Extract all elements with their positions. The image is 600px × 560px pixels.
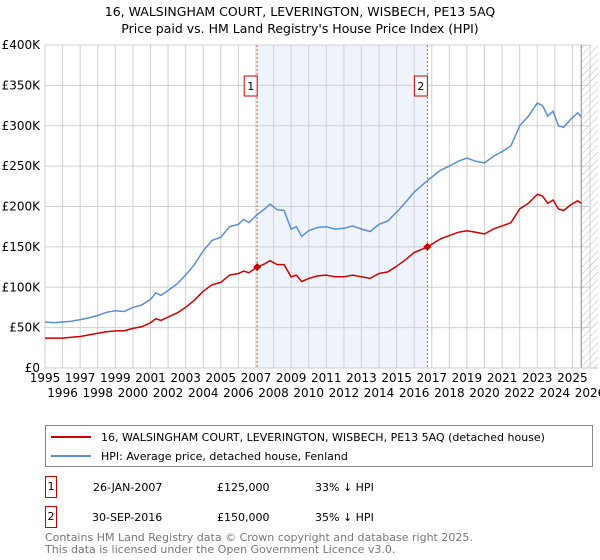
x-tick-label: 1996 (47, 386, 78, 400)
sale-badge: 2 (45, 506, 57, 528)
x-tick-label: 2013 (346, 371, 377, 385)
footer: Contains HM Land Registry data © Crown c… (45, 532, 473, 556)
y-tick-label: £50K (9, 321, 41, 335)
x-tick-label: 2000 (118, 386, 149, 400)
x-tick-label: 1997 (65, 371, 96, 385)
sale-label-box (243, 75, 258, 97)
x-tick-label: 2011 (311, 371, 342, 385)
y-tick-label: £150K (2, 240, 42, 254)
x-tick-label: 2023 (522, 371, 553, 385)
x-tick-label: 2021 (487, 371, 518, 385)
legend-item-property: 16, WALSINGHAM COURT, LEVERINGTON, WISBE… (51, 428, 545, 446)
legend: 16, WALSINGHAM COURT, LEVERINGTON, WISBE… (45, 425, 593, 467)
x-tick-label: 2019 (452, 371, 483, 385)
x-tick-label: 2026 (575, 386, 600, 400)
x-tick-label: 2018 (434, 386, 465, 400)
sale-hpi-diff: 33% ↓ HPI (315, 481, 374, 494)
y-tick-label: £200K (2, 200, 42, 214)
sale-point (423, 242, 432, 251)
series-line (45, 193, 582, 339)
x-tick-label: 2017 (417, 371, 448, 385)
x-tick-label: 2025 (557, 371, 588, 385)
legend-label: HPI: Average price, detached house, Fenl… (101, 449, 348, 463)
sale-date: 30-SEP-2016 (92, 511, 163, 524)
legend-swatch-blue (51, 455, 91, 457)
chart-title: 16, WALSINGHAM COURT, LEVERINGTON, WISBE… (104, 4, 496, 19)
y-tick-label: £300K (2, 119, 42, 133)
x-tick-label: 2024 (540, 386, 571, 400)
x-tick-label: 2010 (293, 386, 324, 400)
chart-plot: 1995199619971998199920002001200220032004… (2, 38, 600, 400)
sale-hpi-diff: 35% ↓ HPI (315, 511, 374, 524)
sale-label: 1 (247, 80, 254, 93)
x-tick-label: 2006 (223, 386, 254, 400)
footer-line: Contains HM Land Registry data © Crown c… (45, 531, 473, 544)
sale-price: £125,000 (217, 481, 270, 494)
x-tick-label: 2001 (135, 371, 166, 385)
x-tick-label: 2008 (258, 386, 289, 400)
sale-label-box (413, 75, 428, 97)
x-tick-label: 2014 (364, 386, 395, 400)
sale-point (253, 263, 262, 272)
x-tick-label: 2016 (399, 386, 430, 400)
sale-price: £150,000 (217, 511, 270, 524)
y-tick-label: £350K (2, 78, 42, 92)
x-tick-label: 2012 (329, 386, 360, 400)
future-hatch (581, 45, 598, 368)
y-tick-label: £250K (2, 159, 42, 173)
x-tick-label: 1998 (82, 386, 113, 400)
legend-label: 16, WALSINGHAM COURT, LEVERINGTON, WISBE… (101, 430, 545, 444)
x-tick-label: 2009 (276, 371, 307, 385)
sale-badge: 1 (45, 476, 57, 498)
legend-item-hpi: HPI: Average price, detached house, Fenl… (51, 447, 348, 465)
x-tick-label: 2002 (153, 386, 184, 400)
x-tick-label: 1999 (100, 371, 131, 385)
footer-line: This data is licensed under the Open Gov… (45, 543, 396, 556)
x-tick-label: 2020 (469, 386, 500, 400)
y-tick-label: £100K (2, 280, 42, 294)
series-line (44, 102, 582, 324)
legend-swatch-red (51, 436, 91, 438)
chart-subtitle: Price paid vs. HM Land Registry's House … (121, 21, 479, 36)
x-tick-label: 2005 (206, 371, 237, 385)
x-tick-label: 1995 (30, 371, 61, 385)
y-tick-label: £400K (2, 38, 42, 52)
x-tick-label: 2004 (188, 386, 219, 400)
y-tick-label: £0 (25, 361, 40, 375)
x-tick-label: 2022 (504, 386, 535, 400)
sale-label: 2 (417, 80, 424, 93)
sale-date: 26-JAN-2007 (93, 481, 163, 494)
x-tick-label: 2003 (170, 371, 201, 385)
x-tick-label: 2007 (241, 371, 272, 385)
x-tick-label: 2015 (381, 371, 412, 385)
